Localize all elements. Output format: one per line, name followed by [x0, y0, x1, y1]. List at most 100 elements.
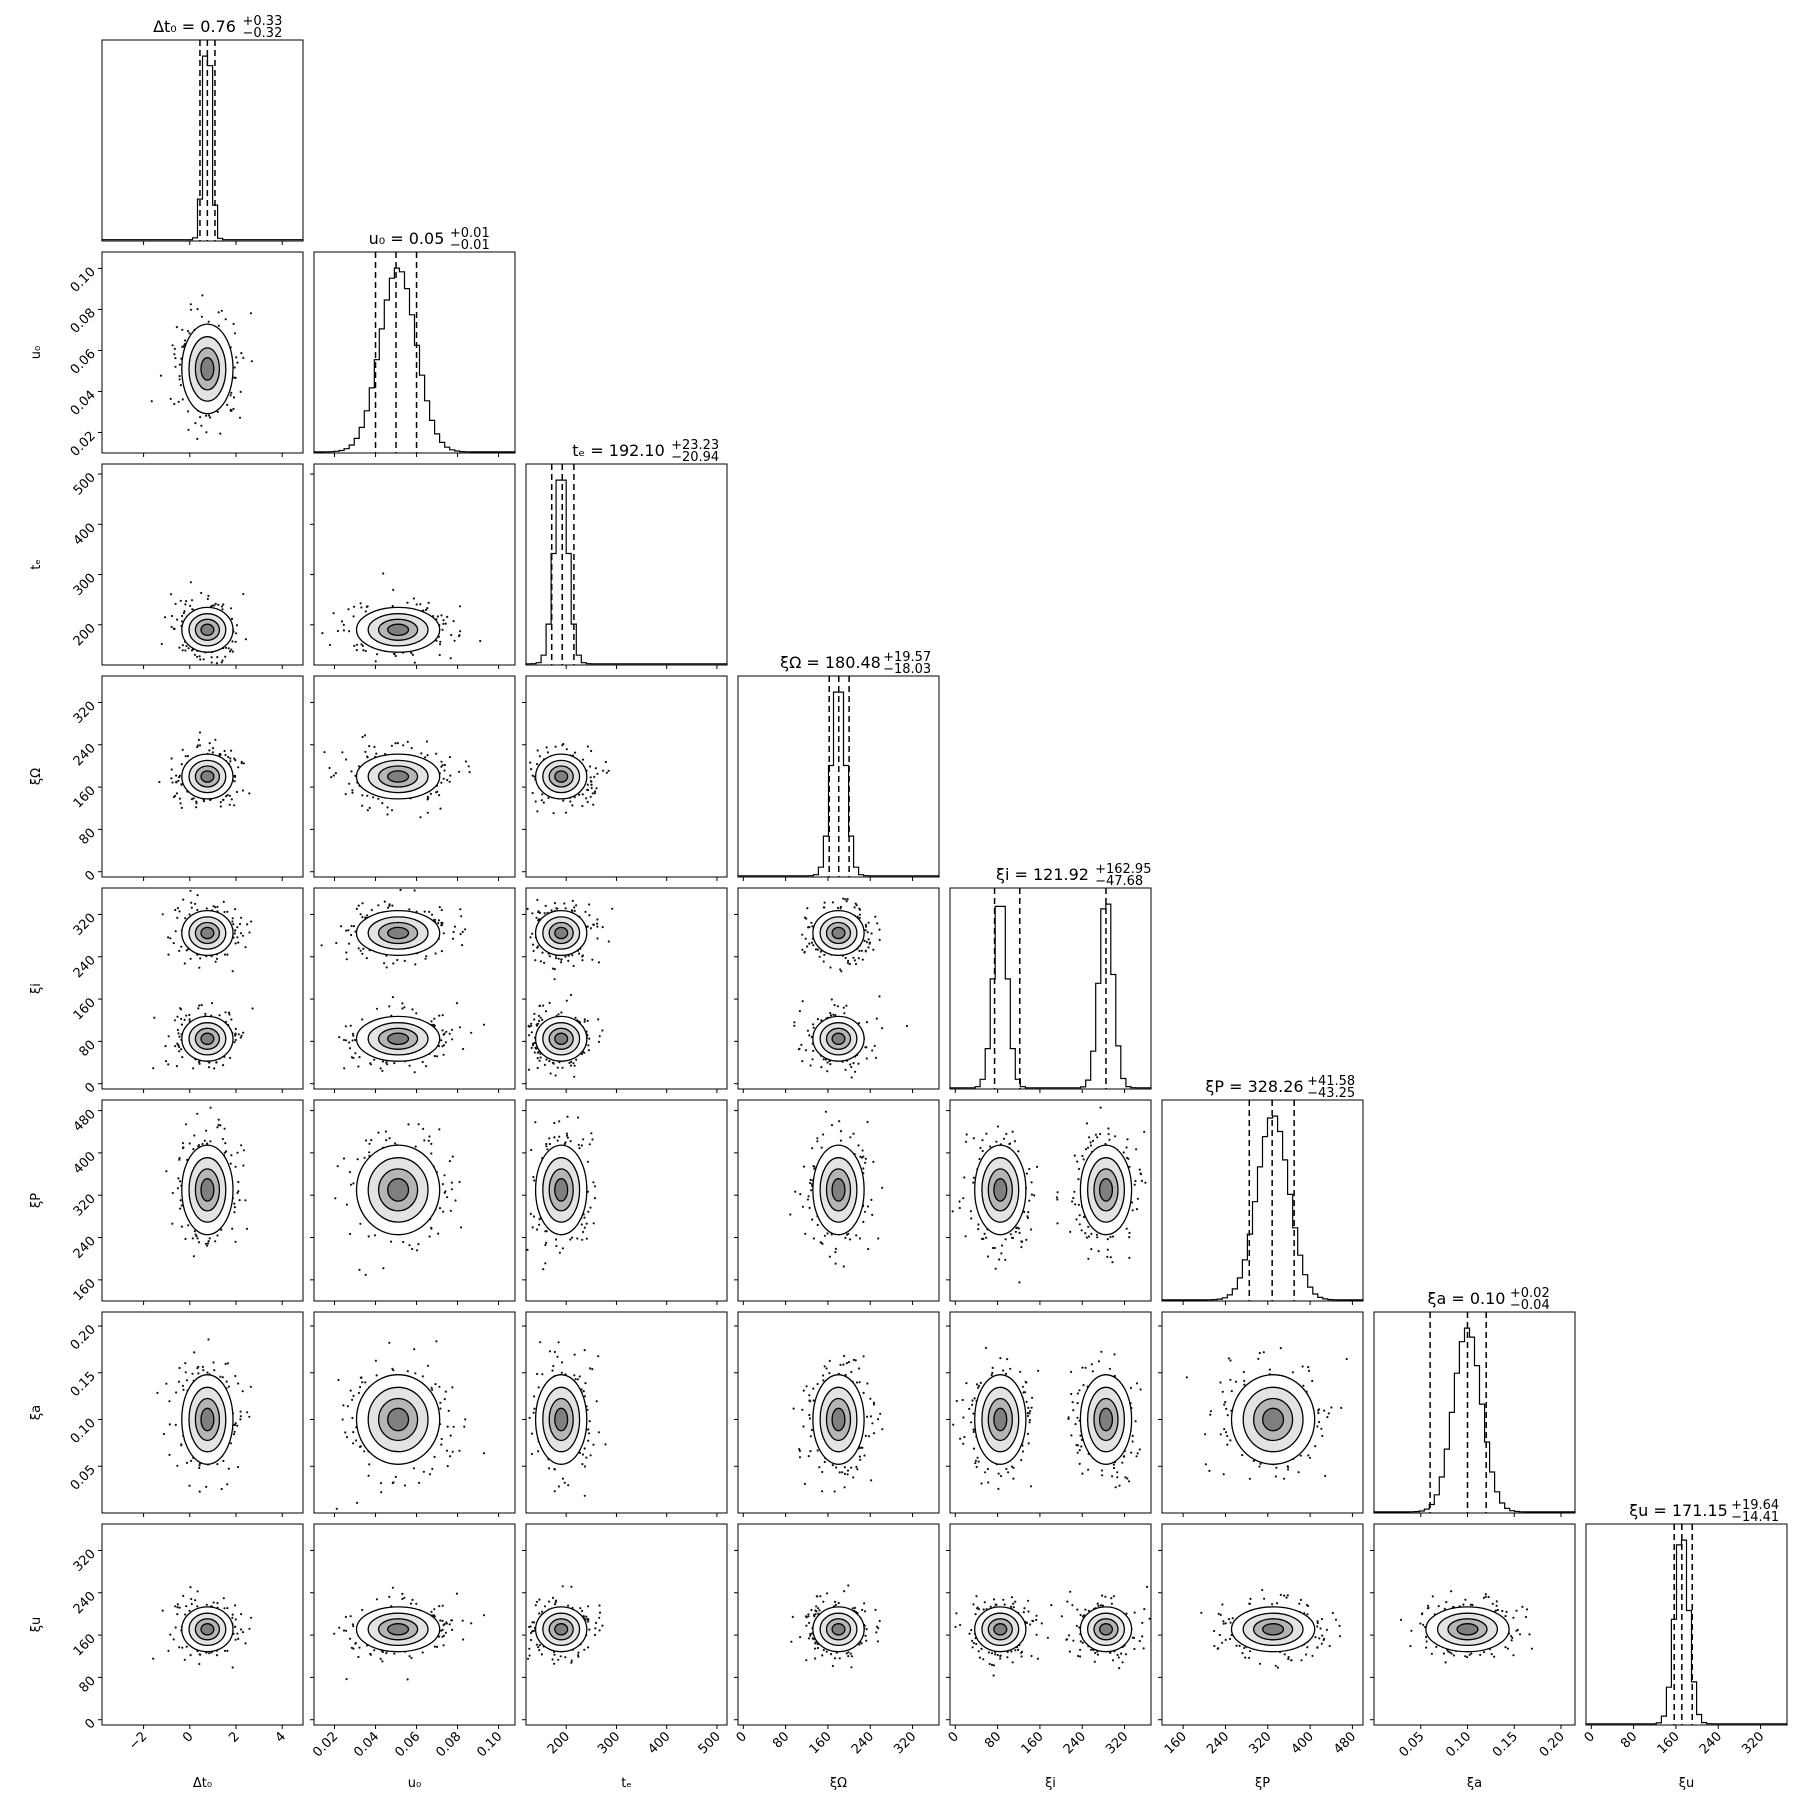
sample-point	[332, 612, 335, 615]
sample-point	[458, 605, 462, 608]
sample-point	[553, 1121, 556, 1125]
sample-point	[174, 365, 177, 368]
sample-point	[207, 594, 210, 597]
sample-point	[872, 948, 875, 951]
title-lower-error-3: −18.03	[883, 662, 931, 677]
sample-point	[229, 1056, 232, 1059]
sample-point	[578, 952, 581, 955]
sample-point	[208, 1061, 211, 1064]
sample-point	[870, 932, 873, 935]
sample-point	[210, 661, 213, 664]
sample-point	[830, 998, 833, 1001]
sample-point	[359, 949, 362, 952]
sample-point	[350, 933, 353, 937]
sample-point	[334, 772, 337, 775]
sample-point	[349, 1232, 352, 1236]
sample-point	[232, 407, 235, 410]
sample-point	[381, 802, 384, 805]
sample-point	[242, 356, 245, 359]
sample-point	[174, 357, 177, 360]
sample-point	[854, 962, 858, 966]
sample-point	[794, 1190, 797, 1193]
sample-point	[240, 1144, 243, 1147]
sample-point	[464, 928, 467, 931]
sample-point	[450, 1028, 454, 1031]
sample-point	[176, 1042, 179, 1045]
sample-point	[365, 1139, 368, 1142]
sample-point	[220, 661, 223, 664]
sample-point	[164, 1060, 168, 1063]
sample-point	[581, 804, 584, 808]
density-contour	[200, 1032, 215, 1046]
y-tick-label: 0.04	[68, 388, 99, 419]
sample-point	[423, 910, 426, 913]
sample-point	[442, 1033, 445, 1036]
panel-frame	[525, 675, 728, 878]
sample-point	[573, 906, 576, 909]
sample-point	[552, 812, 555, 815]
sample-point	[178, 1157, 181, 1160]
sample-point	[233, 332, 237, 335]
sample-point	[361, 902, 364, 905]
y-tick-label: 160	[71, 995, 99, 1023]
sample-point	[161, 913, 164, 916]
density-contour	[831, 1178, 846, 1202]
sample-point	[585, 1222, 588, 1225]
sample-point	[531, 791, 534, 795]
sample-point	[342, 1038, 346, 1042]
sample-point	[542, 1004, 545, 1007]
sample-point	[854, 1070, 857, 1073]
hist-panel-3: ξΩ = 180.48 +19.57−18.03	[737, 650, 940, 881]
sample-point	[597, 1040, 601, 1043]
sample-point	[321, 632, 324, 635]
sample-point	[803, 916, 807, 919]
sample-point	[250, 360, 253, 363]
sample-point	[364, 649, 367, 653]
sample-point	[399, 888, 402, 892]
sample-point	[430, 1020, 433, 1023]
sample-point	[189, 604, 192, 607]
sample-point	[414, 963, 417, 966]
density-contour	[387, 1178, 410, 1202]
sample-point	[438, 906, 441, 909]
panel-frame	[101, 675, 304, 878]
sample-point	[196, 894, 199, 897]
sample-point	[555, 957, 558, 960]
sample-point	[426, 811, 429, 814]
sample-point	[330, 776, 333, 779]
sample-point	[361, 644, 364, 647]
sample-point	[328, 766, 331, 770]
sample-point	[861, 958, 864, 961]
sample-point	[563, 902, 566, 905]
sample-point	[191, 608, 194, 611]
sample-point	[366, 809, 369, 812]
sample-point	[234, 1038, 237, 1042]
sample-point	[536, 810, 539, 813]
sample-point	[592, 803, 595, 806]
sample-point	[585, 1237, 588, 1240]
sample-point	[389, 1240, 393, 1243]
sample-point	[345, 758, 348, 761]
sample-point	[228, 1013, 231, 1016]
sample-point	[822, 1058, 825, 1061]
sample-point	[355, 907, 358, 910]
sample-point	[170, 757, 173, 760]
sample-point	[237, 766, 240, 769]
sample-point	[152, 1067, 155, 1070]
sample-point	[482, 1023, 486, 1026]
sample-point	[356, 1158, 359, 1161]
sample-point	[569, 993, 573, 997]
sample-point	[826, 1070, 829, 1073]
sample-point	[813, 1165, 816, 1168]
sample-point	[544, 1262, 547, 1265]
sample-point	[905, 1024, 909, 1028]
sample-point	[435, 752, 438, 755]
sample-point	[186, 755, 189, 758]
sample-point	[229, 757, 232, 760]
sample-point	[859, 1155, 862, 1158]
sample-point	[543, 961, 546, 964]
sample-point	[547, 796, 550, 799]
sample-point	[560, 1011, 563, 1014]
sample-point	[538, 1019, 541, 1022]
sample-point	[607, 769, 610, 772]
